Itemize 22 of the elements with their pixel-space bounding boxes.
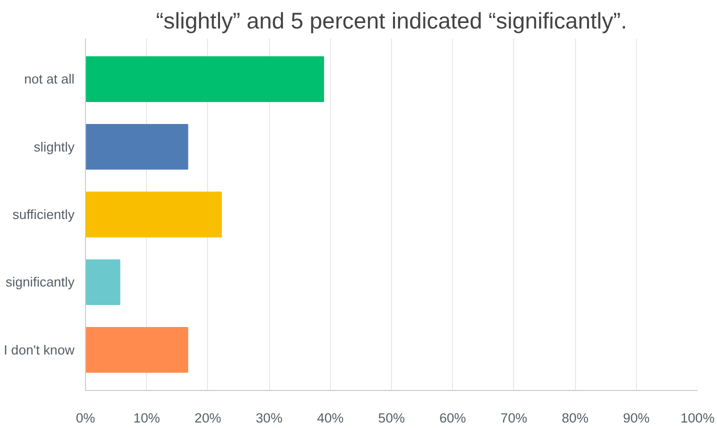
- bar: [86, 327, 188, 373]
- x-tick-label: 80%: [562, 410, 589, 426]
- x-tick-label: 70%: [500, 410, 528, 426]
- y-tick-label: significantly: [6, 274, 75, 290]
- bar: [86, 124, 188, 170]
- x-tick-label: 20%: [194, 410, 222, 426]
- y-tick-label: not at all: [24, 72, 75, 87]
- x-tick-label: 40%: [316, 410, 344, 426]
- x-tick-label: 0%: [76, 410, 96, 426]
- y-tick-label: slightly: [34, 139, 75, 154]
- bar: [86, 259, 120, 306]
- x-tick-label: 50%: [378, 410, 405, 426]
- x-tick-label: 90%: [622, 410, 650, 426]
- x-tick-label: 60%: [439, 410, 466, 426]
- chart-title: “slightly” and 5 percent indicated “significantly”.: [156, 8, 627, 34]
- x-tick-label: 100%: [680, 410, 715, 426]
- x-tick-label: 30%: [256, 410, 283, 426]
- y-tick-label: sufficiently: [12, 207, 75, 222]
- y-tick-label: I don't know: [4, 342, 75, 358]
- bar: [86, 192, 222, 238]
- x-tick-label: 10%: [133, 410, 160, 426]
- bar: [86, 56, 324, 102]
